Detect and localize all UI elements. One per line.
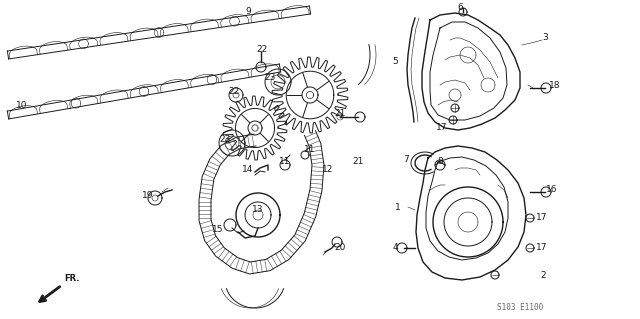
Text: FR.: FR. bbox=[64, 274, 79, 283]
Text: 15: 15 bbox=[212, 226, 224, 234]
Text: 2: 2 bbox=[540, 271, 546, 279]
Text: 13: 13 bbox=[252, 205, 264, 214]
Text: 5: 5 bbox=[392, 57, 398, 66]
Text: 1: 1 bbox=[395, 204, 401, 212]
Text: 23: 23 bbox=[220, 136, 230, 145]
Text: 10: 10 bbox=[16, 100, 28, 109]
Text: 4: 4 bbox=[392, 243, 398, 253]
Text: 12: 12 bbox=[323, 166, 333, 174]
Text: 11: 11 bbox=[279, 158, 291, 167]
Text: 6: 6 bbox=[457, 3, 463, 11]
Text: 21: 21 bbox=[352, 158, 364, 167]
Text: 21: 21 bbox=[334, 108, 346, 117]
Text: 7: 7 bbox=[403, 155, 409, 165]
Text: 22: 22 bbox=[257, 46, 268, 55]
Text: 17: 17 bbox=[436, 123, 448, 132]
Text: 20: 20 bbox=[334, 243, 346, 253]
Text: 18: 18 bbox=[549, 81, 561, 91]
Text: 17: 17 bbox=[536, 243, 548, 253]
Text: 9: 9 bbox=[245, 6, 251, 16]
Text: 17: 17 bbox=[536, 213, 548, 222]
Text: 19: 19 bbox=[142, 190, 154, 199]
Text: S103 E1100: S103 E1100 bbox=[497, 303, 543, 312]
Text: 14: 14 bbox=[243, 166, 253, 174]
Text: 16: 16 bbox=[547, 186, 557, 195]
Text: 8: 8 bbox=[437, 158, 443, 167]
Text: 11: 11 bbox=[304, 145, 316, 154]
Text: 22: 22 bbox=[228, 87, 239, 97]
Text: 23: 23 bbox=[264, 73, 276, 83]
Text: 3: 3 bbox=[542, 33, 548, 42]
